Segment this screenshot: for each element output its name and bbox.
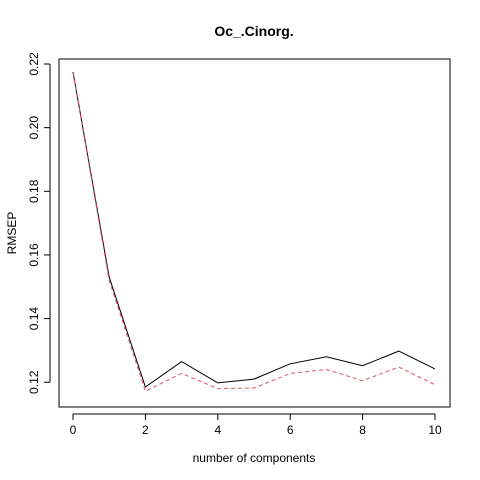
x-tick-label: 0 bbox=[70, 423, 77, 437]
y-tick-label: 0.18 bbox=[27, 179, 41, 203]
x-tick-label: 10 bbox=[428, 423, 442, 437]
x-tick-label: 6 bbox=[287, 423, 294, 437]
y-tick-label: 0.14 bbox=[27, 307, 41, 331]
x-tick-label: 4 bbox=[214, 423, 221, 437]
x-axis-label: number of components bbox=[193, 451, 316, 465]
series-line-solid bbox=[72, 71, 436, 388]
y-tick-label: 0.20 bbox=[27, 116, 41, 140]
y-tick-label: 0.22 bbox=[27, 52, 41, 76]
y-axis-label: RMSEP bbox=[5, 212, 19, 255]
x-axis: 0 2 4 6 8 10 bbox=[70, 413, 442, 437]
chart-title: Oc_.Cinorg. bbox=[214, 23, 293, 39]
series-line-dashed bbox=[72, 72, 436, 392]
plot-frame bbox=[58, 58, 451, 408]
y-axis: 0.12 0.14 0.16 0.18 0.20 0.22 bbox=[27, 52, 51, 394]
series-layer bbox=[72, 71, 436, 392]
x-tick-label: 8 bbox=[359, 423, 366, 437]
y-tick-label: 0.12 bbox=[27, 370, 41, 394]
y-tick-label: 0.16 bbox=[27, 243, 41, 267]
x-tick-label: 2 bbox=[142, 423, 149, 437]
